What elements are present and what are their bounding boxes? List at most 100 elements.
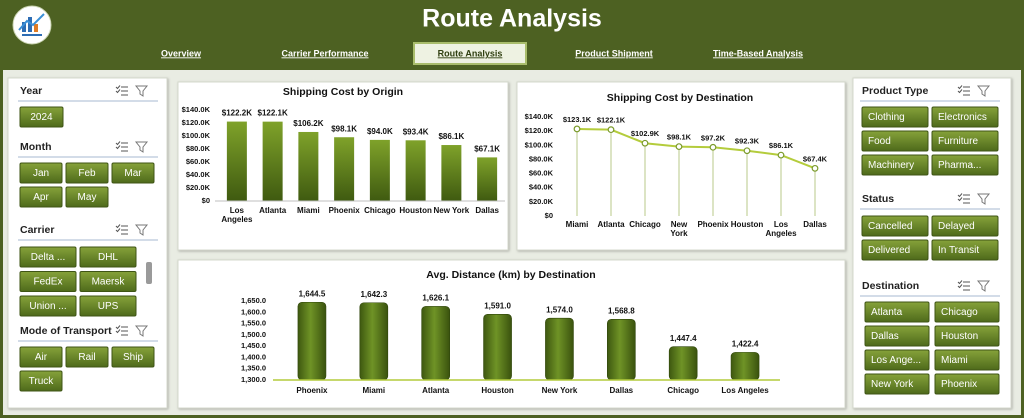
slicer-button[interactable]: New York: [864, 373, 930, 395]
button-bg[interactable]: [934, 301, 1000, 323]
button-bg[interactable]: [934, 325, 1000, 347]
scrollbar[interactable]: [146, 262, 152, 284]
button-bg[interactable]: [931, 154, 999, 176]
button-label[interactable]: Dallas: [871, 331, 899, 342]
button-label[interactable]: Houston: [941, 331, 978, 342]
button-label[interactable]: May: [78, 192, 97, 203]
multi-select-icon[interactable]: [957, 193, 970, 204]
button-bg[interactable]: [111, 346, 155, 368]
clear-filter-icon[interactable]: [134, 224, 149, 236]
button-bg[interactable]: [931, 215, 999, 237]
button-label[interactable]: Truck: [29, 376, 55, 387]
clear-filter-icon[interactable]: [134, 141, 149, 153]
button-bg[interactable]: [111, 162, 155, 184]
slicer-button[interactable]: Truck: [19, 370, 63, 392]
button-bg[interactable]: [65, 346, 109, 368]
slicer-button[interactable]: Maersk: [79, 271, 137, 292]
button-label[interactable]: Ship: [123, 352, 143, 363]
nav-label[interactable]: Carrier Performance: [281, 48, 368, 58]
slicer-button[interactable]: Delivered: [861, 239, 929, 261]
slicer-button[interactable]: DHL: [79, 246, 137, 268]
slicer-button[interactable]: Chicago: [934, 301, 1000, 323]
button-label[interactable]: Union ...: [29, 301, 66, 312]
nav-tab-active[interactable]: [413, 42, 527, 65]
button-bg[interactable]: [931, 130, 999, 152]
button-bg[interactable]: [79, 295, 137, 317]
nav-tab[interactable]: Product Shipment: [575, 48, 653, 58]
button-bg[interactable]: [79, 271, 137, 292]
button-bg[interactable]: [19, 162, 63, 184]
button-bg[interactable]: [19, 370, 63, 392]
slicer-button[interactable]: May: [65, 186, 109, 208]
slicer-button[interactable]: Food: [861, 130, 929, 152]
slicer-button[interactable]: Machinery: [861, 154, 929, 176]
button-label[interactable]: Furniture: [938, 136, 978, 147]
button-label[interactable]: FedEx: [34, 277, 63, 288]
button-label[interactable]: Apr: [33, 192, 49, 203]
button-bg[interactable]: [19, 186, 63, 208]
nav-tab[interactable]: Overview: [161, 48, 202, 58]
slicer-button[interactable]: In Transit: [931, 239, 999, 261]
slicer-button[interactable]: Los Ange...: [864, 349, 930, 371]
button-bg[interactable]: [861, 239, 929, 261]
button-label[interactable]: Jan: [33, 168, 49, 179]
slicer-button[interactable]: Mar: [111, 162, 155, 184]
icon-check[interactable]: [957, 280, 963, 289]
nav-label[interactable]: Product Shipment: [575, 48, 653, 58]
button-bg[interactable]: [864, 325, 930, 347]
button-label[interactable]: Miami: [941, 355, 968, 366]
slicer-button[interactable]: Pharma...: [931, 154, 999, 176]
button-label[interactable]: 2024: [30, 112, 53, 123]
slicer-button[interactable]: Electronics: [931, 106, 999, 128]
button-bg[interactable]: [864, 301, 930, 323]
clear-filter-icon[interactable]: [134, 85, 149, 97]
slicer-button[interactable]: Delayed: [931, 215, 999, 237]
button-bg[interactable]: [19, 106, 64, 128]
slicer-button[interactable]: FedEx: [19, 271, 77, 292]
nav-tab[interactable]: Carrier Performance: [281, 48, 368, 58]
button-bg[interactable]: [19, 346, 63, 368]
button-label[interactable]: Clothing: [868, 112, 905, 123]
button-label[interactable]: Los Ange...: [871, 355, 921, 366]
button-bg[interactable]: [931, 239, 999, 261]
button-bg[interactable]: [861, 130, 929, 152]
button-bg[interactable]: [864, 373, 930, 395]
clear-filter-icon[interactable]: [976, 280, 991, 292]
icon-check[interactable]: [957, 193, 963, 202]
button-bg[interactable]: [931, 106, 999, 128]
button-label[interactable]: New York: [871, 379, 914, 390]
button-label[interactable]: Atlanta: [871, 307, 903, 318]
button-label[interactable]: Maersk: [92, 277, 126, 288]
slicer-button[interactable]: Atlanta: [864, 301, 930, 323]
slicer-button[interactable]: Feb: [65, 162, 109, 184]
icon-check[interactable]: [115, 325, 121, 334]
slicer-button[interactable]: Union ...: [19, 295, 77, 317]
button-label[interactable]: Machinery: [868, 160, 914, 171]
icon-check[interactable]: [957, 85, 963, 94]
slicer-button[interactable]: UPS: [79, 295, 137, 317]
button-label[interactable]: Rail: [78, 352, 95, 363]
button-label[interactable]: Delayed: [938, 221, 975, 232]
slicer-button[interactable]: Miami: [934, 349, 1000, 371]
slicer-button[interactable]: Phoenix: [934, 373, 1000, 395]
multi-select-icon[interactable]: [957, 280, 970, 291]
button-label[interactable]: Feb: [78, 168, 96, 179]
slicer-button[interactable]: Clothing: [861, 106, 929, 128]
clear-filter-icon[interactable]: [134, 325, 149, 337]
multi-select-icon[interactable]: [115, 141, 128, 152]
button-bg[interactable]: [861, 215, 929, 237]
button-bg[interactable]: [65, 186, 109, 208]
slicer-button[interactable]: Ship: [111, 346, 155, 368]
multi-select-icon[interactable]: [115, 325, 128, 336]
nav-tab[interactable]: Route Analysis: [413, 42, 527, 65]
button-bg[interactable]: [19, 295, 77, 317]
button-label[interactable]: In Transit: [938, 245, 979, 256]
button-label[interactable]: DHL: [98, 252, 118, 263]
slicer-button[interactable]: Cancelled: [861, 215, 929, 237]
multi-select-icon[interactable]: [115, 224, 128, 235]
nav-label[interactable]: Time-Based Analysis: [713, 48, 803, 58]
slicer-button[interactable]: 2024: [19, 106, 64, 128]
nav-label[interactable]: Overview: [161, 48, 202, 58]
multi-select-icon[interactable]: [115, 85, 128, 96]
button-bg[interactable]: [19, 271, 77, 292]
